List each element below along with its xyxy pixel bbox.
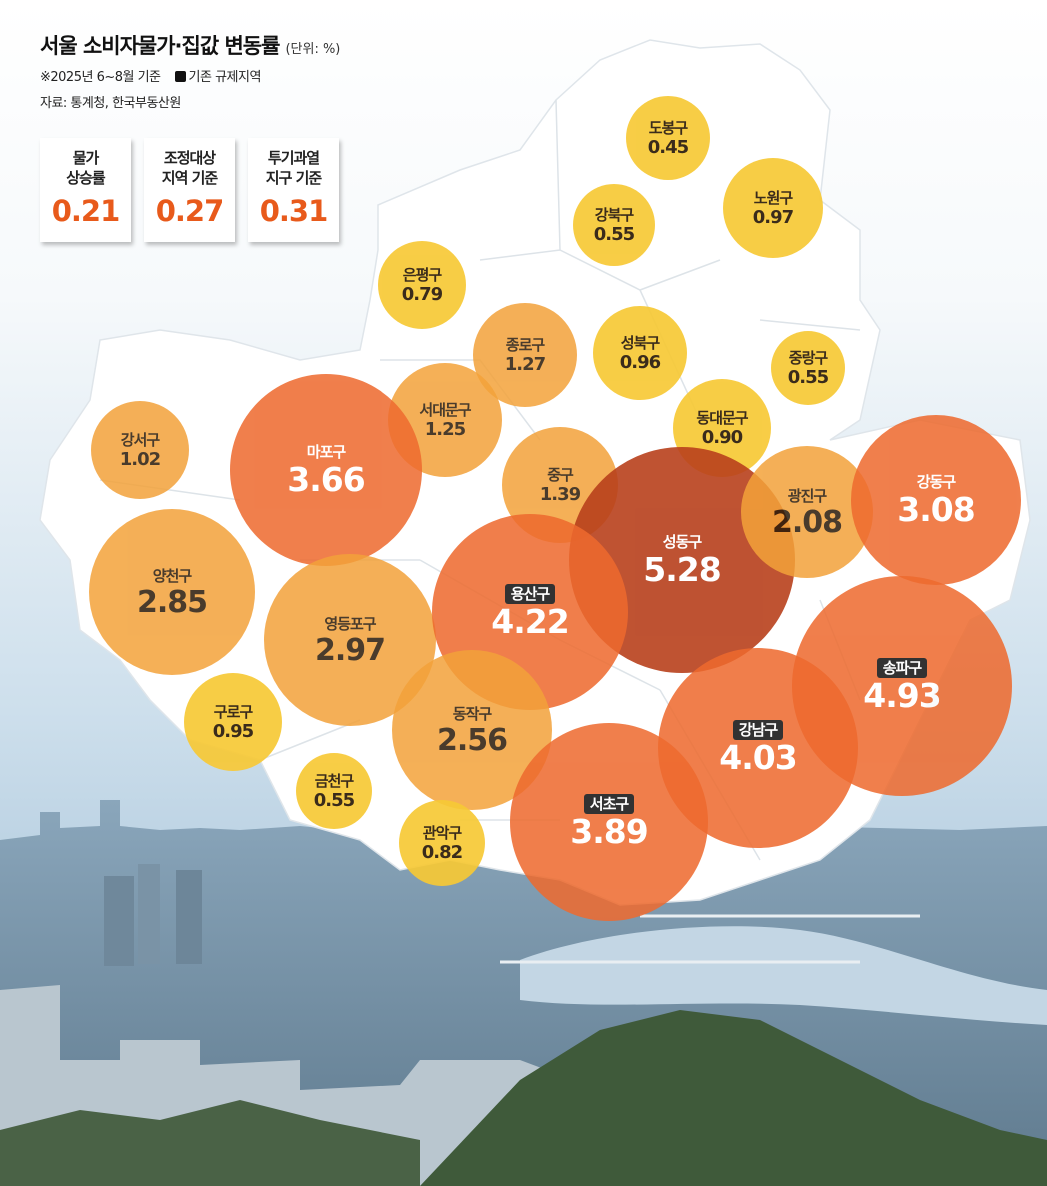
district-bubble: 양천구 2.85 (89, 509, 255, 675)
district-value: 1.02 (119, 449, 161, 471)
district-value: 0.97 (752, 207, 794, 229)
district-name: 동작구 (452, 704, 492, 723)
card-value: 0.21 (51, 194, 121, 228)
mountain (0, 1100, 420, 1186)
district-bubble: 은평구 0.79 (378, 241, 466, 329)
district-value: 3.66 (287, 459, 365, 499)
district-name: 양천구 (152, 566, 192, 585)
district-name: 강서구 (120, 431, 160, 450)
district-value: 0.96 (619, 352, 661, 374)
district-bubble: 중랑구 0.55 (771, 331, 845, 405)
summary-card: 투기과열 지구 기준 0.31 (248, 138, 339, 242)
district-name: 서대문구 (419, 401, 471, 420)
district-name: 중랑구 (788, 349, 828, 368)
district-value: 2.56 (436, 722, 508, 758)
district-name: 은평구 (402, 266, 442, 285)
summary-card: 조정대상 지역 기준 0.27 (144, 138, 235, 242)
district-name: 도봉구 (648, 119, 688, 138)
district-value: 0.55 (787, 367, 829, 389)
district-name: 관악구 (422, 824, 462, 843)
district-name: 노원구 (753, 189, 793, 208)
district-name: 강북구 (594, 206, 634, 225)
district-value: 0.82 (421, 842, 463, 864)
district-name: 중구 (547, 466, 574, 485)
district-value: 4.93 (863, 675, 941, 715)
district-name: 동대문구 (696, 409, 748, 428)
period-note: ※2025년 6~8월 기준 (40, 70, 161, 85)
district-name: 강동구 (916, 472, 956, 491)
district-value: 1.27 (504, 354, 546, 376)
district-value: 3.89 (570, 811, 648, 851)
legend-square-icon (174, 71, 186, 82)
district-value: 0.79 (401, 284, 443, 306)
tower (138, 864, 160, 964)
tower (104, 876, 134, 966)
district-value: 2.97 (314, 632, 386, 668)
district-value: 2.85 (136, 584, 208, 620)
district-bubble: 마포구 3.66 (230, 374, 422, 566)
source-note: 자료: 통계청, 한국부동산원 (40, 96, 181, 111)
card-label: 조정대상 지역 기준 (161, 149, 218, 187)
card-label: 물가 상승률 (66, 149, 105, 187)
district-value: 5.28 (643, 549, 721, 589)
district-bubble: 금천구 0.55 (296, 753, 372, 829)
district-name: 금천구 (314, 772, 354, 791)
district-value: 4.22 (491, 601, 569, 641)
district-value: 2.08 (771, 504, 843, 540)
legend-label: 기존 규제지역 (188, 70, 262, 85)
district-value: 3.08 (897, 489, 975, 529)
district-value: 0.90 (701, 427, 743, 449)
district-name: 광진구 (787, 486, 827, 505)
district-bubble: 관악구 0.82 (399, 800, 485, 886)
district-name: 강남구 (732, 719, 784, 740)
tower (176, 870, 202, 964)
river (520, 926, 1047, 1025)
district-name: 용산구 (504, 583, 556, 604)
district-name: 서초구 (583, 793, 635, 814)
card-label: 투기과열 지구 기준 (265, 149, 322, 187)
district-name: 영등포구 (324, 614, 376, 633)
district-value: 1.39 (539, 484, 581, 506)
chart-title: 서울 소비자물가·집값 변동률 (40, 34, 280, 58)
district-bubble: 서초구 3.89 (510, 723, 708, 921)
district-name: 종로구 (505, 336, 545, 355)
card-value: 0.27 (155, 194, 225, 228)
district-bubble: 강서구 1.02 (91, 401, 189, 499)
title-row: 서울 소비자물가·집값 변동률 (단위: %) (40, 30, 340, 60)
district-name: 마포구 (306, 442, 346, 461)
district-name: 송파구 (876, 657, 928, 678)
district-bubble: 강북구 0.55 (573, 184, 655, 266)
district-value: 0.95 (212, 721, 254, 743)
district-value: 0.45 (647, 137, 689, 159)
summary-card: 물가 상승률 0.21 (40, 138, 131, 242)
note-row: ※2025년 6~8월 기준 기존 규제지역 (40, 66, 261, 85)
district-bubble: 도봉구 0.45 (626, 96, 710, 180)
district-bubble: 강동구 3.08 (851, 415, 1021, 585)
district-value: 0.55 (313, 790, 355, 812)
district-bubble: 노원구 0.97 (723, 158, 823, 258)
card-value: 0.31 (259, 194, 329, 228)
district-value: 4.03 (719, 737, 797, 777)
unit-label: (단위: %) (285, 42, 341, 57)
district-name: 성북구 (620, 334, 660, 353)
district-bubble: 구로구 0.95 (184, 673, 282, 771)
district-value: 1.25 (424, 419, 466, 441)
district-bubble: 성북구 0.96 (593, 306, 687, 400)
district-name: 성동구 (662, 532, 702, 551)
mountain (420, 1010, 1047, 1186)
district-value: 0.55 (593, 224, 635, 246)
district-name: 구로구 (213, 703, 253, 722)
